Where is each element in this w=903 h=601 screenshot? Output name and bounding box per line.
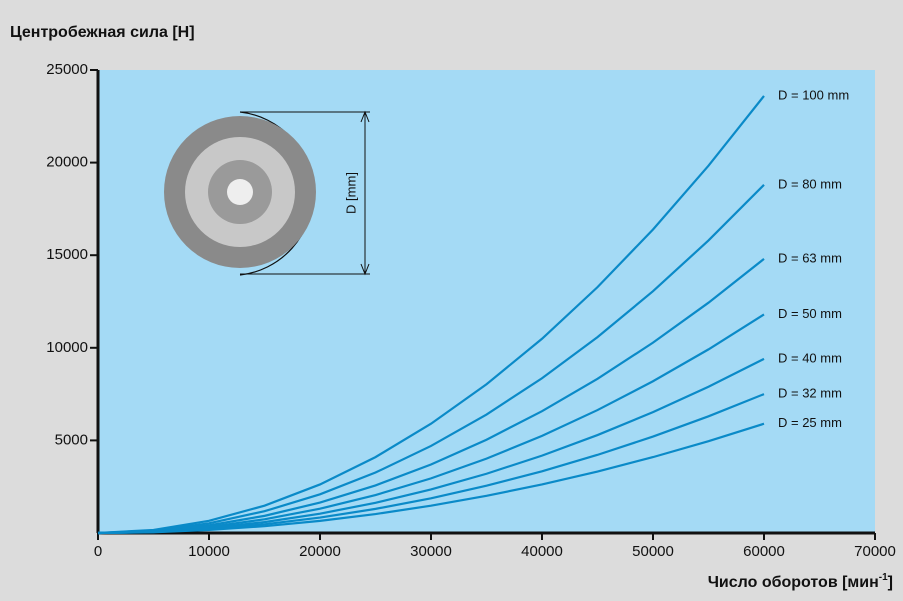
line-label: D = 50 mm (778, 306, 842, 321)
y-tick-label: 15000 (46, 246, 88, 263)
x-tick-label: 70000 (854, 543, 896, 560)
x-tick-label: 60000 (743, 543, 785, 560)
line (97, 422, 765, 535)
line (97, 184, 765, 535)
chart-title: Центробежная сила [Н] (10, 24, 195, 41)
y-tick-label: 10000 (46, 339, 88, 356)
annotation: D [mm] (343, 172, 358, 214)
y-tick-label: 25000 (46, 61, 88, 78)
x-tick-label: 50000 (632, 543, 674, 560)
line (97, 258, 765, 535)
dim-arrows (360, 110, 370, 276)
x-axis-label-main: Число оборотов [мин (708, 574, 879, 591)
x-axis-label: Число оборотов [мин-1] (708, 572, 893, 592)
line-label: D = 40 mm (778, 350, 842, 365)
x-tick-label: 20000 (299, 543, 341, 560)
x-tick-label: 10000 (188, 543, 230, 560)
line-label: D = 32 mm (778, 386, 842, 401)
x-axis-label-end: ] (888, 574, 893, 591)
line-label: D = 63 mm (778, 250, 842, 265)
x-tick-label: 40000 (521, 543, 563, 560)
line (97, 313, 765, 535)
y-tick-label: 5000 (55, 431, 88, 448)
rotor-hub (227, 179, 253, 205)
line-label: D = 80 mm (778, 176, 842, 191)
x-axis-label-sup: -1 (879, 572, 888, 583)
line (97, 95, 765, 535)
x-tick-label: 0 (94, 543, 102, 560)
x-tick-label: 30000 (410, 543, 452, 560)
rotor-inset: D [mm] (164, 110, 370, 276)
line-label: D = 25 mm (778, 415, 842, 430)
y-tick-label: 20000 (46, 154, 88, 171)
line-label: D = 100 mm (778, 87, 849, 102)
